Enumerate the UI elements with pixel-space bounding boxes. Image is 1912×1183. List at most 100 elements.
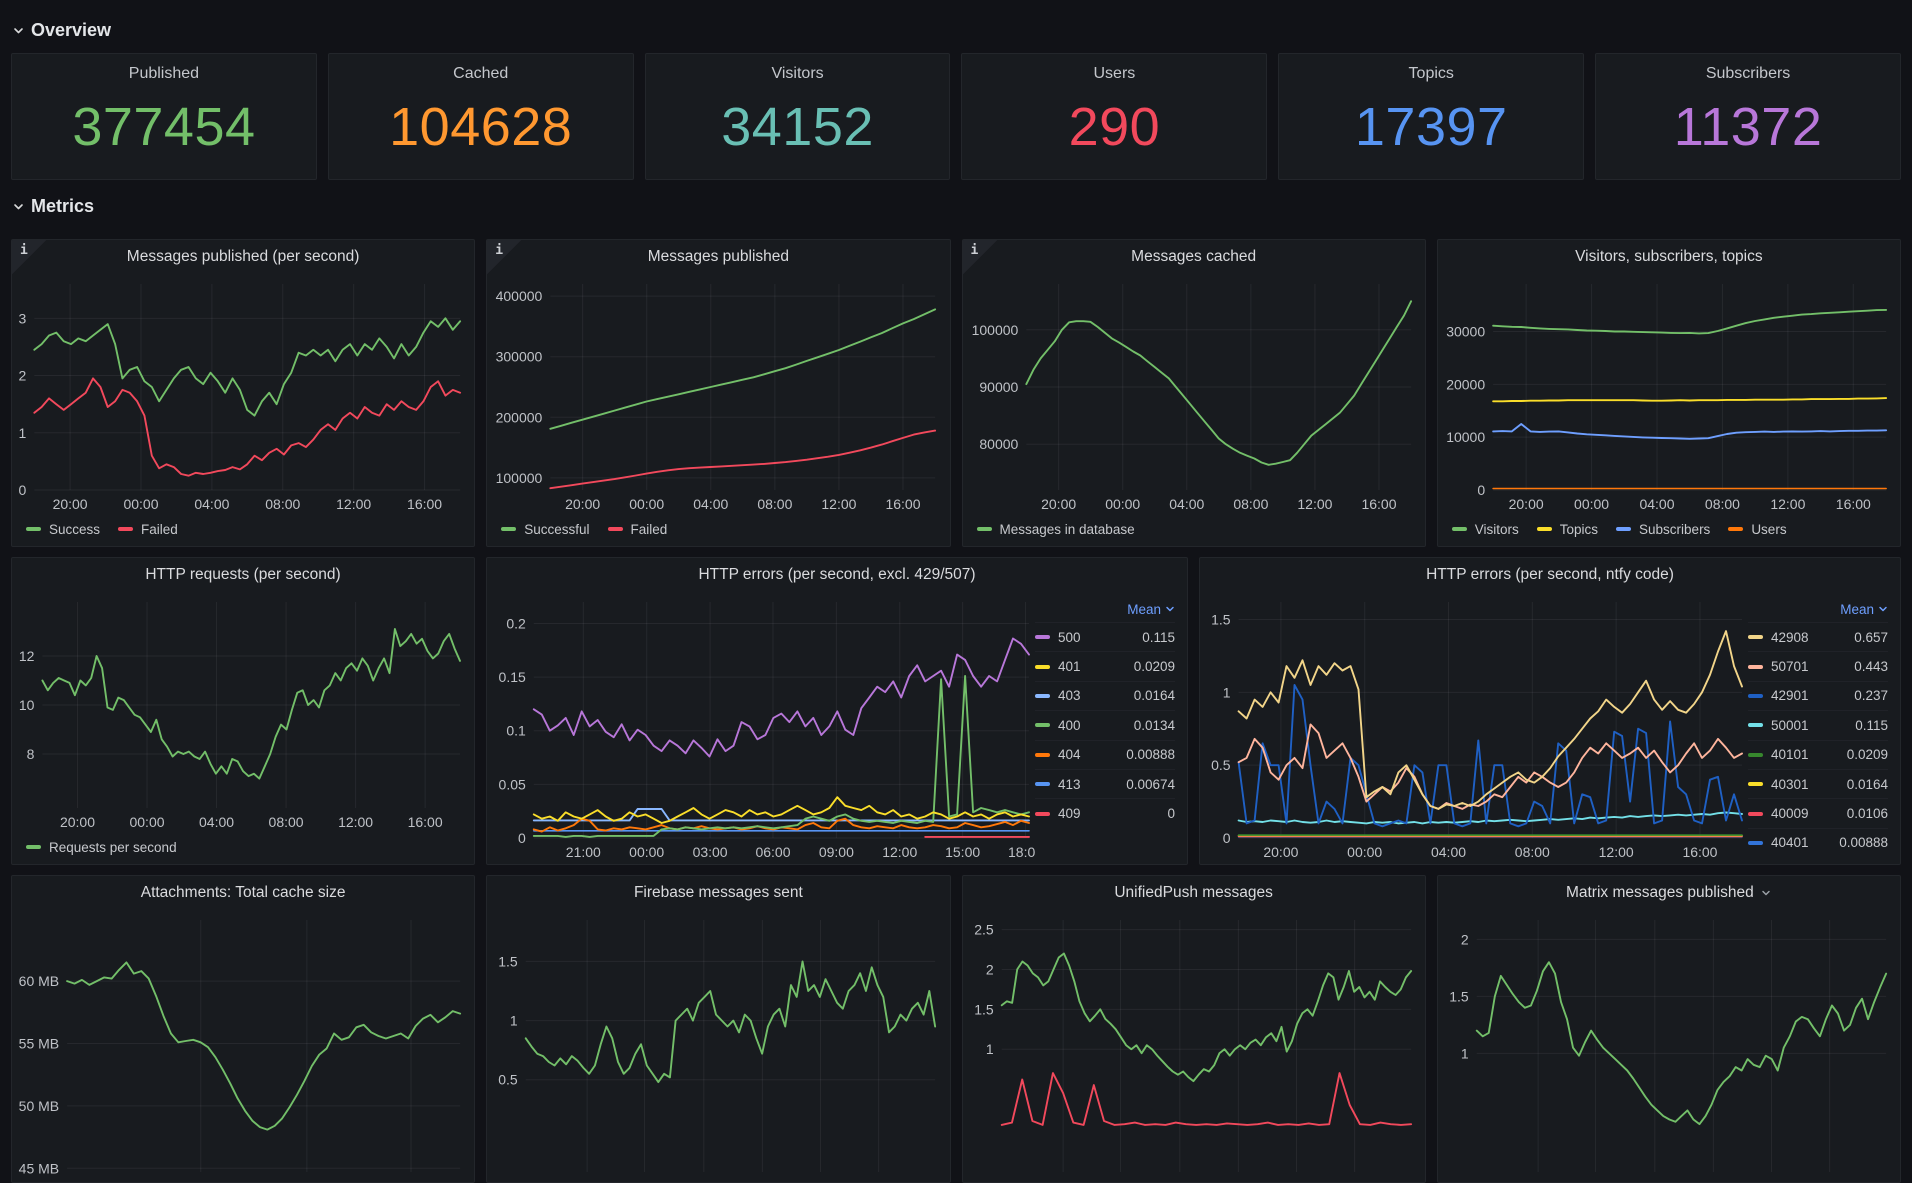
svg-text:00:00: 00:00: [123, 496, 158, 512]
legend-mean-header[interactable]: Mean: [1035, 596, 1175, 622]
legend-item-messages-in-database[interactable]: Messages in database: [976, 522, 1135, 537]
legend-item-failed[interactable]: Failed: [607, 522, 667, 537]
legend-row-404[interactable]: 404 0.00888: [1035, 739, 1175, 769]
series-swatch: [1748, 752, 1763, 757]
chart-canvas-firebase-messages-sent[interactable]: 0.5 1 1.5: [487, 910, 949, 1182]
panel-title-visitors-subscribers-topics[interactable]: Visitors, subscribers, topics: [1438, 240, 1900, 274]
info-icon: i: [970, 243, 979, 258]
svg-text:04:00: 04:00: [199, 814, 234, 830]
svg-text:00:00: 00:00: [129, 814, 164, 830]
series-code: 404: [1058, 747, 1081, 763]
chart-canvas-visitors-subscribers-topics[interactable]: 0 10000 20000 30000 20:00 00:00 04:00 08:00 12:0…: [1438, 274, 1900, 516]
chart-canvas-matrix-messages-published[interactable]: 11.52: [1438, 910, 1900, 1182]
panel-body: 0 0.5 1 1.5 20:00 00:00 04:00 08:00 12:00 16:00 Me…: [1200, 592, 1900, 864]
legend-item-topics[interactable]: Topics: [1536, 522, 1598, 537]
section-header-metrics[interactable]: Metrics: [11, 180, 1901, 229]
panel-body: 80000 90000 100000 20:00 00:00 04:00 08:00 12:0…: [963, 274, 1425, 516]
chart-canvas-messages-published-total[interactable]: 100000 200000 300000 400000 20:00 00:00 04:00 0…: [487, 274, 949, 516]
legend-row-40401[interactable]: 40401 0.00888: [1748, 827, 1888, 857]
panel-title-text: UnifiedPush messages: [1114, 884, 1273, 901]
chart-canvas-http-requests[interactable]: 8 10 12 20:00 00:00 04:00 08:00 12:00 16:00: [12, 592, 474, 834]
section-header-overview[interactable]: Overview: [11, 0, 1901, 53]
panel-title-messages-cached[interactable]: Messages cached: [963, 240, 1425, 274]
series-mean-value: 0.00888: [1126, 747, 1175, 763]
legend-row-40101[interactable]: 40101 0.0209: [1748, 739, 1888, 769]
svg-text:00:00: 00:00: [629, 496, 664, 512]
series-swatch: [1035, 664, 1050, 669]
series-code: 40009: [1771, 806, 1809, 822]
svg-text:20:00: 20:00: [53, 496, 88, 512]
svg-text:08:00: 08:00: [269, 814, 304, 830]
svg-text:10000: 10000: [1446, 429, 1485, 445]
series-swatch: [1035, 811, 1050, 816]
legend-table: Mean 500 0.115 401 0.0209 403 0.0164 400 0.0134 4…: [1035, 592, 1187, 864]
svg-text:0: 0: [518, 830, 526, 846]
panel-title-unifiedpush-messages[interactable]: UnifiedPush messages: [963, 876, 1425, 910]
panel-title-messages-published-rate[interactable]: Messages published (per second): [12, 240, 474, 274]
series-swatch: [1536, 527, 1552, 531]
legend-item-success[interactable]: Success: [26, 522, 100, 537]
series-code: 42901: [1771, 688, 1809, 704]
legend-row-40301[interactable]: 40301 0.0164: [1748, 768, 1888, 798]
svg-text:12:00: 12:00: [1599, 844, 1634, 860]
legend-row-413[interactable]: 413 0.00674: [1035, 768, 1175, 798]
svg-text:1: 1: [510, 1013, 518, 1029]
panel-title-messages-published-total[interactable]: Messages published: [487, 240, 949, 274]
series-swatch: [1616, 527, 1632, 531]
panel-title-http-errors-ntfy[interactable]: HTTP errors (per second, ntfy code): [1200, 558, 1900, 592]
panel-title-matrix-messages-published[interactable]: Matrix messages published: [1438, 876, 1900, 910]
panel-attachments-cache-size: Attachments: Total cache size 45 MB 50 MB 5…: [11, 875, 476, 1183]
svg-text:100000: 100000: [971, 322, 1018, 338]
svg-text:08:00: 08:00: [758, 496, 793, 512]
legend-mean-header[interactable]: Mean: [1748, 596, 1888, 622]
chart-canvas-http-errors-excl[interactable]: 0 0.05 0.1 0.15 0.2 21:00 00:00 03:00 06:00 09:00…: [487, 592, 1035, 864]
svg-text:200000: 200000: [496, 409, 543, 425]
svg-text:2.5: 2.5: [974, 922, 994, 938]
svg-text:12:00: 12:00: [822, 496, 857, 512]
series-swatch: [1035, 752, 1050, 757]
svg-text:16:00: 16:00: [886, 496, 921, 512]
legend-item-visitors[interactable]: Visitors: [1451, 522, 1519, 537]
legend-row-50001[interactable]: 50001 0.115: [1748, 710, 1888, 739]
svg-text:16:00: 16:00: [408, 814, 443, 830]
panel-title-http-errors-excl[interactable]: HTTP errors (per second, excl. 429/507): [487, 558, 1187, 592]
chart-row-2: HTTP requests (per second) 8 10 12 20:00 00:0…: [11, 557, 1901, 865]
svg-text:16:00: 16:00: [1361, 496, 1396, 512]
panel-menu-chevron-icon[interactable]: [1761, 888, 1772, 899]
legend-item-failed[interactable]: Failed: [118, 522, 178, 537]
panel-title-firebase-messages-sent[interactable]: Firebase messages sent: [487, 876, 949, 910]
chart-canvas-attachments-cache-size[interactable]: 45 MB 50 MB 55 MB 60 MB: [12, 910, 474, 1182]
legend-item-requests-per-second[interactable]: Requests per second: [26, 840, 177, 855]
chart-canvas-unifiedpush-messages[interactable]: 1 1.5 2 2.5: [963, 910, 1425, 1182]
legend-row-500[interactable]: 500 0.115: [1035, 622, 1175, 651]
legend-row-403[interactable]: 403 0.0164: [1035, 680, 1175, 710]
svg-text:2: 2: [1461, 931, 1469, 947]
svg-text:06:00: 06:00: [755, 844, 790, 860]
svg-text:1.5: 1.5: [1211, 611, 1231, 627]
legend-item-users[interactable]: Users: [1728, 522, 1787, 537]
panel-title-attachments-cache-size[interactable]: Attachments: Total cache size: [12, 876, 474, 910]
legend-row-50701[interactable]: 50701 0.443: [1748, 651, 1888, 680]
chart-canvas-http-errors-ntfy[interactable]: 0 0.5 1 1.5 20:00 00:00 04:00 08:00 12:00 16:00: [1200, 592, 1748, 864]
legend-row-400[interactable]: 400 0.0134: [1035, 710, 1175, 739]
legend-item-subscribers[interactable]: Subscribers: [1616, 522, 1710, 537]
legend-item-successful[interactable]: Successful: [501, 522, 590, 537]
legend-row-42908[interactable]: 42908 0.657: [1748, 622, 1888, 651]
series-mean-value: 0.0134: [1133, 717, 1175, 733]
chevron-down-icon: [13, 25, 24, 36]
legend-row-401[interactable]: 401 0.0209: [1035, 651, 1175, 680]
panel-info-icon[interactable]: i: [12, 240, 46, 274]
panel-info-icon[interactable]: i: [487, 240, 522, 274]
svg-text:80000: 80000: [979, 436, 1018, 452]
svg-text:0: 0: [19, 482, 27, 498]
legend-row-42901[interactable]: 42901 0.237: [1748, 680, 1888, 710]
series-code: 40101: [1771, 747, 1809, 763]
legend-row-409[interactable]: 409 0: [1035, 798, 1175, 827]
chart-canvas-messages-cached[interactable]: 80000 90000 100000 20:00 00:00 04:00 08:00 12:0…: [963, 274, 1425, 516]
panel-title-http-requests[interactable]: HTTP requests (per second): [12, 558, 474, 592]
legend-row-40009[interactable]: 40009 0.0106: [1748, 798, 1888, 827]
series-code: 403: [1058, 688, 1081, 704]
panel-info-icon[interactable]: i: [962, 240, 997, 274]
chart-canvas-messages-published-rate[interactable]: 0 1 2 3 20:00 00:00 04:00 08:00 12:00 16:00: [12, 274, 474, 516]
series-swatch: [1748, 635, 1763, 640]
